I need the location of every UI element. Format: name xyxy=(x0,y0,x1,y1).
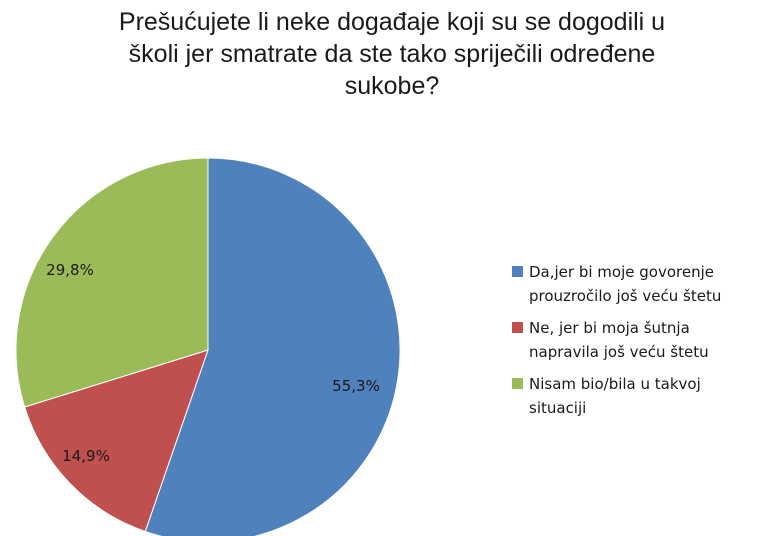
pie-slice-da xyxy=(144,157,401,536)
legend-label-nisam: Nisam bio/bila u takvoj situaciji xyxy=(529,375,701,417)
legend-item-nisam: Nisam bio/bila u takvoj situaciji xyxy=(512,372,782,420)
legend-label-ne: Ne, jer bi moja šutnja napravila još već… xyxy=(529,319,709,361)
legend-item-da: Da,jer bi moje govorenje prouzročilo još… xyxy=(512,260,782,308)
legend-swatch-ne xyxy=(512,322,523,333)
pie-slice-ne xyxy=(24,349,209,533)
legend: Da,jer bi moje govorenje prouzročilo još… xyxy=(512,260,782,428)
chart-title-line-2: školi jer smatrate da ste tako spriječil… xyxy=(128,40,656,68)
chart-title-line-1: Prešućujete li neke događaje koji su se … xyxy=(118,8,666,36)
data-label-nisam: 29,8% xyxy=(46,261,94,279)
legend-swatch-nisam xyxy=(512,378,523,389)
chart-title-line-3: sukobe? xyxy=(344,72,440,100)
chart-title: Prešućujete li neke događaje koji su se … xyxy=(0,6,784,102)
legend-swatch-da xyxy=(512,266,523,277)
legend-label-da: Da,jer bi moje govorenje prouzročilo još… xyxy=(529,263,722,305)
pie-slice-nisam xyxy=(15,157,209,408)
legend-item-ne: Ne, jer bi moja šutnja napravila još već… xyxy=(512,316,782,364)
data-label-ne: 14,9% xyxy=(62,447,110,465)
data-label-da: 55,3% xyxy=(332,377,380,395)
